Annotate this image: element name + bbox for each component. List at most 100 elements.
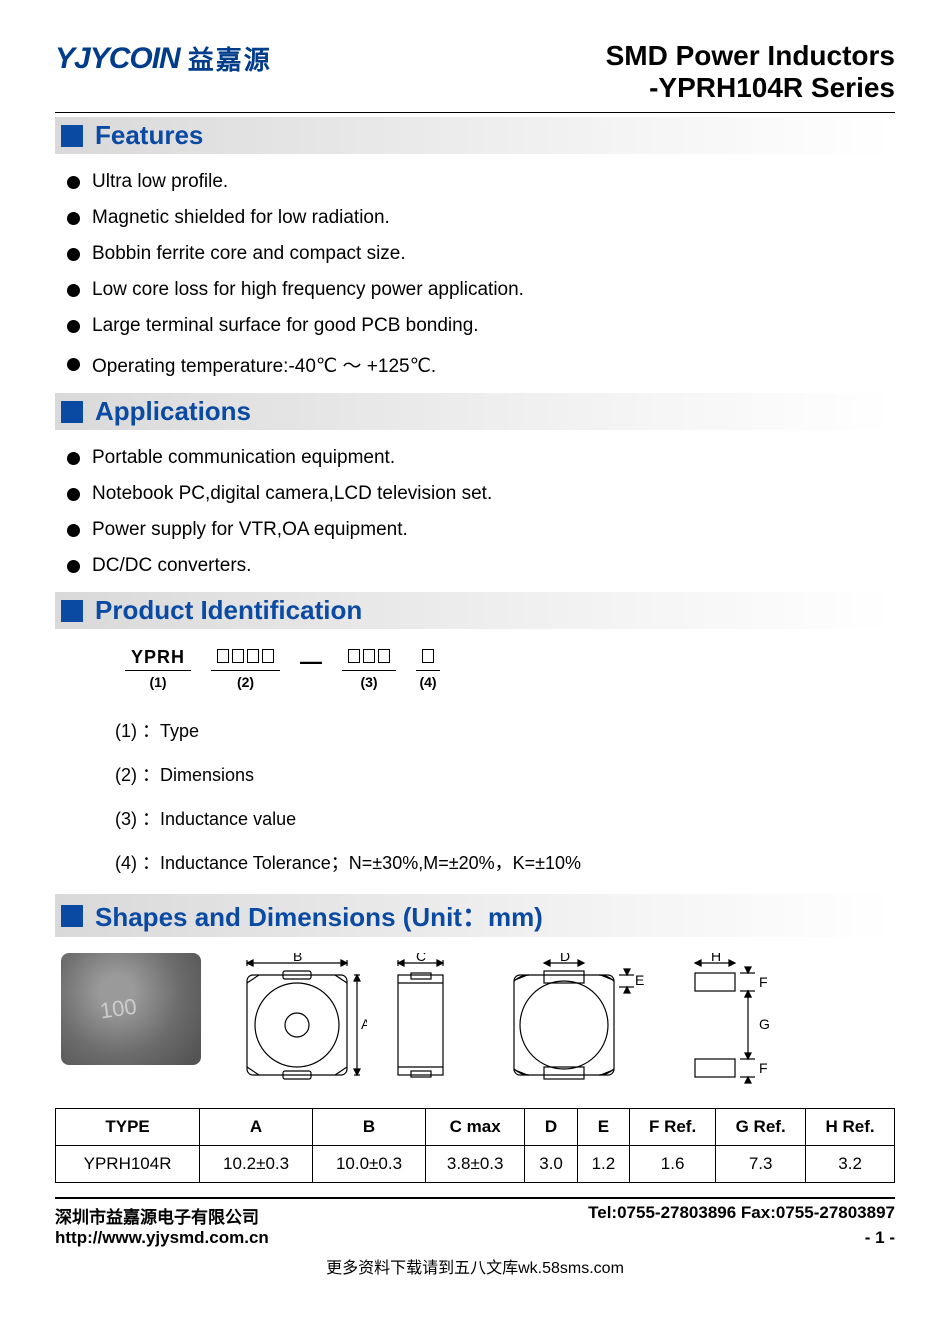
table-header-cell: C max bbox=[425, 1109, 524, 1146]
features-list: Ultra low profile. Magnetic shielded for … bbox=[55, 154, 895, 389]
section-title-features: Features bbox=[95, 120, 203, 151]
table-cell: 3.8±0.3 bbox=[425, 1146, 524, 1183]
pid-part-1: YPRH (1) bbox=[125, 647, 191, 690]
shapes-drawings-row: 100 B A C bbox=[55, 937, 895, 1100]
header-rule bbox=[55, 112, 895, 113]
pid-part-2: (2) bbox=[211, 647, 280, 690]
source-note: 更多资料下载请到五八文库wk.58sms.com bbox=[55, 1248, 895, 1278]
table-body: YPRH104R10.2±0.310.0±0.33.8±0.33.01.21.6… bbox=[56, 1146, 895, 1183]
company-logo: YJYCOIN 益嘉源 bbox=[55, 40, 272, 77]
product-id-legend: (1) ：Type(2) ：Dimensions(3) ：Inductance … bbox=[55, 700, 895, 890]
dimensions-table: TYPEABC maxDEF Ref.G Ref.H Ref. YPRH104R… bbox=[55, 1108, 895, 1183]
table-header-cell: A bbox=[200, 1109, 313, 1146]
legend-item: (4) ：Inductance Tolerance；N=±30%,M=±20%，… bbox=[115, 840, 895, 884]
list-item-text: Ultra low profile. bbox=[92, 171, 228, 193]
table-cell: 3.0 bbox=[525, 1146, 577, 1183]
footer-row-1: 深圳市益嘉源电子有限公司 Tel:0755-27803896 Fax:0755-… bbox=[55, 1199, 895, 1228]
product-photo-label: 100 bbox=[99, 993, 139, 1024]
title-line-2: -YPRH104R Series bbox=[606, 72, 895, 104]
table-header-cell: TYPE bbox=[56, 1109, 200, 1146]
placeholder-box-icon bbox=[247, 649, 259, 663]
bullet-dot-icon bbox=[67, 560, 80, 573]
bullet-dot-icon bbox=[67, 524, 80, 537]
section-title-product-id: Product Identification bbox=[95, 595, 362, 626]
svg-text:H: H bbox=[711, 953, 721, 964]
list-item: Notebook PC,digital camera,LCD televisio… bbox=[67, 476, 895, 512]
table-cell: 10.2±0.3 bbox=[200, 1146, 313, 1183]
table-cell: 1.6 bbox=[630, 1146, 716, 1183]
section-header-features: Features bbox=[55, 117, 895, 154]
section-title-applications: Applications bbox=[95, 396, 251, 427]
table-header-cell: B bbox=[313, 1109, 426, 1146]
svg-text:B: B bbox=[293, 953, 302, 964]
table-header-row: TYPEABC maxDEF Ref.G Ref.H Ref. bbox=[56, 1109, 895, 1146]
pid-part-2-boxes bbox=[211, 647, 280, 671]
footer-company: 深圳市益嘉源电子有限公司 bbox=[55, 1203, 259, 1228]
pid-part-1-top: YPRH bbox=[125, 647, 191, 671]
placeholder-box-icon bbox=[378, 649, 390, 663]
table-cell: 7.3 bbox=[716, 1146, 806, 1183]
square-bullet-icon bbox=[61, 125, 83, 147]
pid-dash: — bbox=[300, 649, 322, 675]
bullet-dot-icon bbox=[67, 212, 80, 225]
bullet-dot-icon bbox=[67, 248, 80, 261]
pid-part-3-bot: (3) bbox=[342, 671, 396, 690]
pid-part-3-boxes bbox=[342, 647, 396, 671]
table-cell: 3.2 bbox=[806, 1146, 895, 1183]
list-item: Ultra low profile. bbox=[67, 164, 895, 200]
svg-text:A: A bbox=[361, 1016, 367, 1032]
list-item: DC/DC converters. bbox=[67, 548, 895, 584]
placeholder-box-icon bbox=[422, 649, 434, 663]
bullet-dot-icon bbox=[67, 358, 80, 371]
table-header-cell: H Ref. bbox=[806, 1109, 895, 1146]
pid-part-2-bot: (2) bbox=[211, 671, 280, 690]
svg-text:F: F bbox=[759, 974, 768, 990]
list-item: Power supply for VTR,OA equipment. bbox=[67, 512, 895, 548]
table-header-cell: D bbox=[525, 1109, 577, 1146]
svg-text:F: F bbox=[759, 1060, 768, 1076]
bullet-dot-icon bbox=[67, 176, 80, 189]
pid-part-4: (4) bbox=[416, 647, 440, 690]
footer-url: http://www.yjysmd.com.cn bbox=[55, 1228, 269, 1248]
section-title-shapes: Shapes and Dimensions (Unit：mm) bbox=[95, 897, 543, 934]
list-item-text: Portable communication equipment. bbox=[92, 447, 395, 469]
drawing-footprint: H F G F bbox=[665, 953, 795, 1088]
drawing-bottom-view: D E bbox=[489, 953, 649, 1088]
logo-english: YJYCOIN bbox=[55, 42, 180, 76]
table-header-cell: G Ref. bbox=[716, 1109, 806, 1146]
placeholder-box-icon bbox=[232, 649, 244, 663]
footer-row-2: http://www.yjysmd.com.cn - 1 - bbox=[55, 1228, 895, 1248]
pid-part-4-bot: (4) bbox=[416, 671, 440, 690]
list-item-text: Bobbin ferrite core and compact size. bbox=[92, 243, 406, 265]
product-id-diagram: YPRH (1) (2) — (3) (4) bbox=[55, 629, 895, 700]
svg-text:D: D bbox=[560, 953, 570, 964]
applications-list: Portable communication equipment. Noteboo… bbox=[55, 430, 895, 588]
square-bullet-icon bbox=[61, 401, 83, 423]
square-bullet-icon bbox=[61, 905, 83, 927]
product-photo: 100 bbox=[61, 953, 201, 1065]
legend-item: (1) ：Type bbox=[115, 708, 895, 752]
bullet-dot-icon bbox=[67, 452, 80, 465]
table-cell: 10.0±0.3 bbox=[313, 1146, 426, 1183]
list-item: Large terminal surface for good PCB bond… bbox=[67, 308, 895, 344]
section-header-shapes: Shapes and Dimensions (Unit：mm) bbox=[55, 894, 895, 937]
section-header-product-id: Product Identification bbox=[55, 592, 895, 629]
list-item-text: Large terminal surface for good PCB bond… bbox=[92, 315, 479, 337]
pid-part-3: (3) bbox=[342, 647, 396, 690]
footer-page: - 1 - bbox=[865, 1228, 895, 1248]
list-item: Operating temperature:-40℃ ～ +125℃. bbox=[67, 344, 895, 385]
svg-text:G: G bbox=[759, 1016, 770, 1032]
table-row: YPRH104R10.2±0.310.0±0.33.8±0.33.01.21.6… bbox=[56, 1146, 895, 1183]
drawing-side-view: C bbox=[383, 953, 473, 1088]
table-cell: YPRH104R bbox=[56, 1146, 200, 1183]
pid-part-1-bot: (1) bbox=[125, 671, 191, 690]
list-item: Low core loss for high frequency power a… bbox=[67, 272, 895, 308]
list-item-text: Magnetic shielded for low radiation. bbox=[92, 207, 390, 229]
document-title-block: SMD Power Inductors -YPRH104R Series bbox=[606, 40, 895, 104]
footer-contact: Tel:0755-27803896 Fax:0755-27803897 bbox=[588, 1203, 895, 1228]
list-item: Magnetic shielded for low radiation. bbox=[67, 200, 895, 236]
placeholder-box-icon bbox=[217, 649, 229, 663]
square-bullet-icon bbox=[61, 600, 83, 622]
bullet-dot-icon bbox=[67, 488, 80, 501]
placeholder-box-icon bbox=[363, 649, 375, 663]
